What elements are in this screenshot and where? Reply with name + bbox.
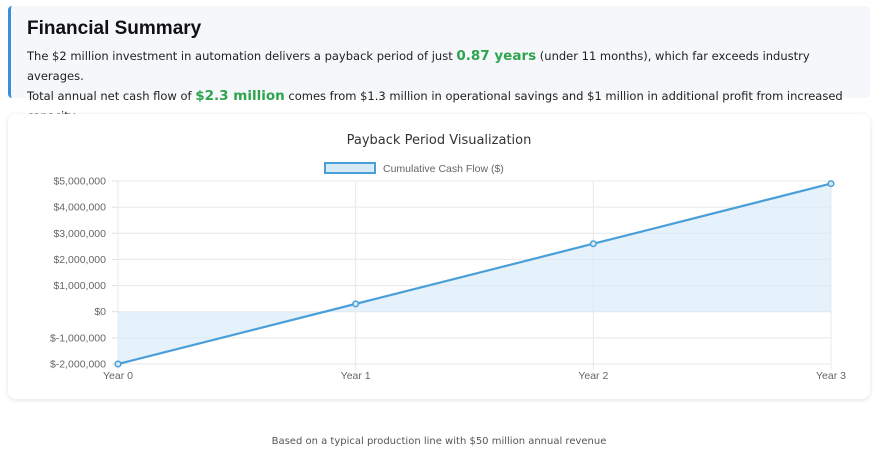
y-tick-label: $4,000,000 xyxy=(53,202,106,214)
cashflow-highlight: $2.3 million xyxy=(195,88,285,104)
series-line-cumulative-cash-flow xyxy=(117,182,832,366)
x-tick-label: Year 1 xyxy=(341,370,371,382)
summary-line2-text: Total annual net cash flow of xyxy=(27,89,196,103)
x-tick-label: Year 2 xyxy=(578,370,608,382)
summary-line-cashflow: Total annual net cash flow of $2.3 milli… xyxy=(27,86,852,126)
y-tick-label: $1,000,000 xyxy=(53,280,106,292)
y-tick-label: $5,000,000 xyxy=(53,176,106,188)
data-point xyxy=(352,300,360,308)
y-tick-label: $-2,000,000 xyxy=(50,359,106,371)
summary-line1-text: The $2 million investment in automation … xyxy=(27,49,457,63)
financial-summary-panel: Financial Summary The $2 million investm… xyxy=(8,6,870,123)
data-point xyxy=(114,360,122,368)
payback-highlight: 0.87 years xyxy=(456,48,537,64)
footnote: Based on a typical production line with … xyxy=(271,436,607,447)
y-tick-label: $-1,000,000 xyxy=(50,332,106,344)
summary-line1-tail: (under 11 months), which far exceeds ind… xyxy=(27,49,810,83)
legend-swatch xyxy=(324,162,376,174)
summary-line-payback: The $2 million investment in automation … xyxy=(27,46,852,86)
chart-legend[interactable]: Cumulative Cash Flow ($) xyxy=(324,162,504,175)
chart-card: Payback Period Visualization Cumulative … xyxy=(8,114,870,399)
payback-chart: Payback Period Visualization Cumulative … xyxy=(50,133,846,382)
data-point xyxy=(589,240,597,248)
data-point xyxy=(827,180,835,188)
legend-label: Cumulative Cash Flow ($) xyxy=(383,163,504,175)
y-tick-label: $2,000,000 xyxy=(53,254,106,266)
y-tick-label: $3,000,000 xyxy=(53,228,106,240)
summary-title: Financial Summary xyxy=(27,18,202,39)
chart-title: Payback Period Visualization xyxy=(347,133,532,148)
y-tick-label: $0 xyxy=(94,306,106,318)
x-tick-label: Year 0 xyxy=(103,370,133,382)
x-tick-label: Year 3 xyxy=(816,370,846,382)
